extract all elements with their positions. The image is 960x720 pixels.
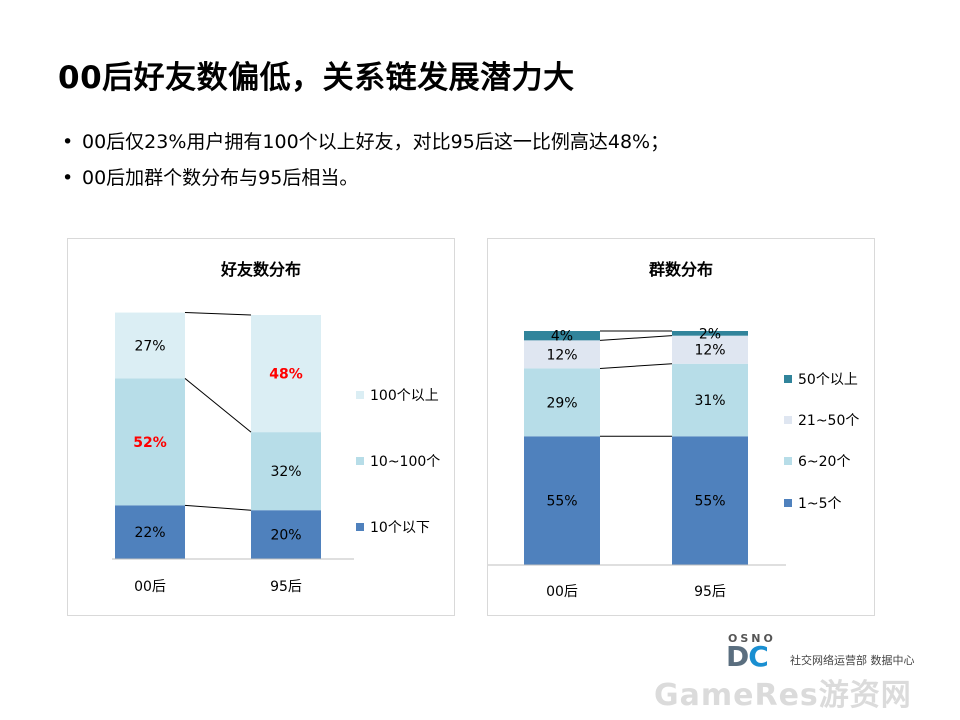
bullet-item: 00后仅23%用户拥有100个以上好友，对比95后这一比例高达48%； (62, 124, 669, 160)
legend-swatch (784, 457, 792, 465)
series-line (599, 335, 673, 341)
series-line (184, 378, 252, 433)
logo-top-text: OSNO (728, 632, 776, 645)
legend-entry: 50个以上 (798, 372, 858, 388)
watermark: GameRes游资网 (654, 678, 912, 713)
logo-brand-d: D (726, 640, 749, 673)
data-label: 29% (546, 395, 577, 411)
bar-segment (251, 432, 321, 511)
data-label: 27% (134, 339, 165, 355)
category-label: 00后 (546, 584, 578, 600)
data-label: 32% (270, 464, 301, 480)
legend-swatch (784, 499, 792, 507)
bar-segment (672, 335, 748, 364)
data-label: 2% (699, 326, 721, 342)
data-label: 12% (694, 343, 725, 359)
series-line (184, 504, 252, 511)
data-label: 52% (133, 435, 167, 451)
category-label: 95后 (270, 579, 302, 595)
data-label: 20% (270, 528, 301, 544)
data-label: 12% (546, 347, 577, 363)
friends-chart-panel: 好友数分布 22% 52% 27% 00后 20% 32% 48% 95后 100个以上 10~10… (67, 238, 455, 616)
logo-brand: DC (726, 640, 769, 673)
category-label: 00后 (134, 579, 166, 595)
dc-logo: OSNO DC 社交网络运营部 数据中心 (726, 632, 952, 673)
bar-segment (524, 331, 600, 341)
chart-title: 群数分布 (649, 260, 713, 279)
bar-segment (115, 505, 185, 559)
bar-segment (524, 436, 600, 565)
legend-entry: 10~100个 (370, 454, 440, 470)
groups-chart-panel: 群数分布 55% 29% 12% 4% 00后 55% 31% 12% 2% 95后 50个以上 21~… (487, 238, 875, 616)
bar-segment (672, 436, 748, 565)
category-label: 95后 (694, 584, 726, 600)
legend-swatch (356, 523, 364, 531)
friends-chart: 好友数分布 22% 52% 27% 00后 20% 32% 48% 95后 100个以上 10~10… (112, 260, 440, 595)
data-label: 48% (269, 367, 303, 383)
chart-title: 好友数分布 (220, 260, 301, 279)
legend-entry: 6~20个 (798, 454, 850, 470)
legend-entry: 10个以下 (370, 520, 430, 536)
bar-segment (672, 331, 748, 336)
bullet-list: 00后仅23%用户拥有100个以上好友，对比95后这一比例高达48%； 00后加… (62, 124, 669, 196)
bar-segment (672, 363, 748, 437)
bar-segment (524, 340, 600, 369)
bar-segment (251, 315, 321, 433)
data-label: 22% (134, 525, 165, 541)
data-label: 31% (694, 393, 725, 409)
bar-segment (524, 368, 600, 437)
series-line (184, 312, 252, 316)
bar-segment (115, 378, 185, 506)
legend-entry: 100个以上 (370, 388, 439, 404)
page-title: 00后好友数偏低，关系链发展潜力大 (58, 60, 575, 96)
bar-segment (251, 510, 321, 559)
legend-swatch (784, 375, 792, 383)
data-label: 55% (546, 494, 577, 510)
bar-segment (115, 312, 185, 379)
logo-department: 社交网络运营部 数据中心 (790, 654, 915, 667)
data-label: 4% (551, 329, 573, 345)
legend-swatch (356, 457, 364, 465)
logo-brand-c: C (748, 640, 769, 673)
legend-entry: 21~50个 (798, 413, 859, 429)
legend-swatch (784, 416, 792, 424)
series-line (599, 363, 673, 369)
legend-swatch (356, 391, 364, 399)
legend-entry: 1~5个 (798, 496, 842, 512)
bullet-item: 00后加群个数分布与95后相当。 (62, 160, 669, 196)
data-label: 55% (694, 494, 725, 510)
groups-chart: 群数分布55%29%12%4%00后55%31%12%2%95后50个以上21~… (488, 260, 859, 600)
